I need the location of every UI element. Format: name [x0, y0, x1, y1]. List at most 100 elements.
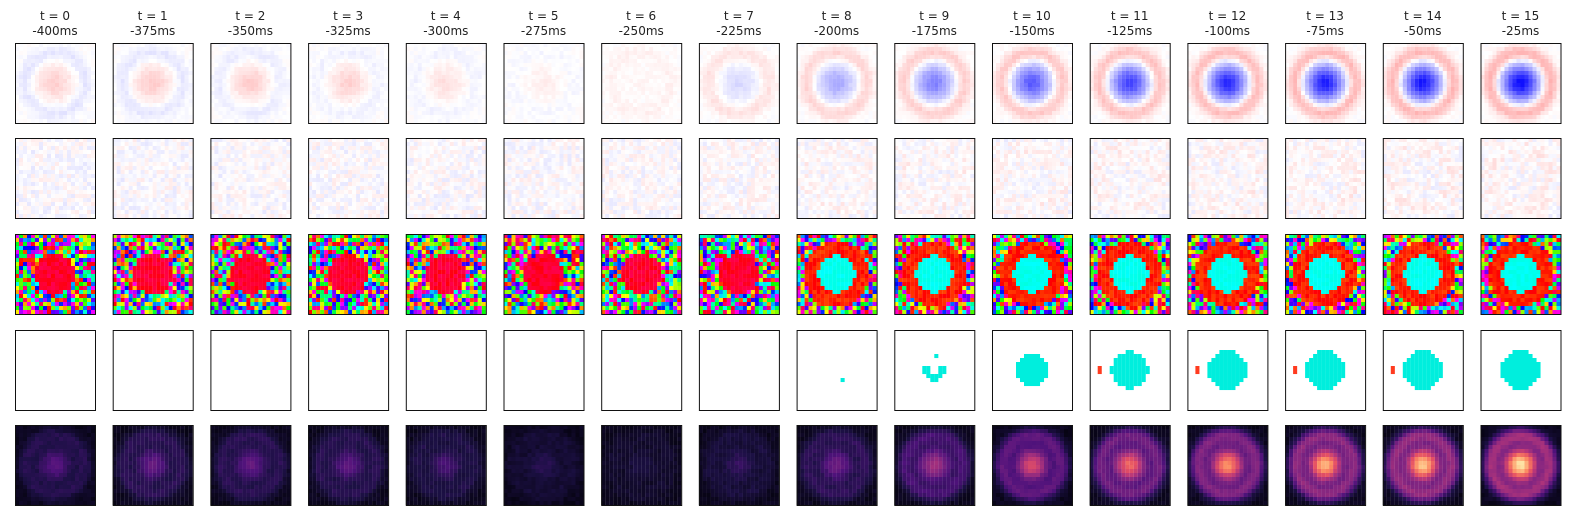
- heatmap-pixel: [137, 119, 141, 123]
- heatmap-pixel: [657, 91, 661, 95]
- heatmap-pixel: [801, 107, 805, 111]
- column-title-lag: -150ms: [1009, 24, 1054, 38]
- heatmap-pixel: [372, 59, 376, 63]
- heatmap-pixel: [226, 115, 230, 119]
- heatmap-pixel: [512, 99, 516, 103]
- heatmap-pixel: [372, 107, 376, 111]
- heatmap-pixel: [274, 51, 278, 55]
- heatmap-pixel: [821, 87, 825, 91]
- heatmap-pixel: [282, 55, 286, 59]
- heatmap-pixel: [739, 71, 743, 75]
- heatmap-pixel: [914, 99, 918, 103]
- heatmap-pixel: [609, 119, 613, 123]
- heatmap-pixel: [508, 103, 512, 107]
- heatmap-pixel: [169, 91, 173, 95]
- heatmap-pixel: [161, 67, 165, 71]
- heatmap-pixel: [242, 103, 246, 107]
- heatmap-pixel: [75, 115, 79, 119]
- heatmap-pixel: [747, 83, 751, 87]
- heatmap-pixel: [576, 111, 580, 115]
- heatmap-pixel: [75, 119, 79, 123]
- heatmap-pixel: [165, 63, 169, 67]
- heatmap-pixel: [861, 111, 865, 115]
- heatmap-pixel: [637, 103, 641, 107]
- heatmap-pixel: [633, 103, 637, 107]
- heatmap-pixel: [801, 103, 805, 107]
- heatmap-pixel: [454, 111, 458, 115]
- heatmap-pixel: [902, 87, 906, 91]
- heatmap-pixel: [653, 111, 657, 115]
- heatmap-pixel: [246, 51, 250, 55]
- heatmap-pixel: [47, 55, 51, 59]
- heatmap-pixel: [344, 115, 348, 119]
- heatmap-pixel: [137, 111, 141, 115]
- heatmap-pixel: [340, 55, 344, 59]
- heatmap-pixel: [942, 59, 946, 63]
- heatmap-pixel: [637, 83, 641, 87]
- heatmap-pixel: [605, 47, 609, 51]
- heatmap-pixel: [165, 75, 169, 79]
- heatmap-pixel: [576, 119, 580, 123]
- heatmap-pixel: [376, 67, 380, 71]
- heatmap-pixel: [508, 99, 512, 103]
- heatmap-pixel: [532, 83, 536, 87]
- heatmap-pixel: [153, 71, 157, 75]
- heatmap-pixel: [605, 107, 609, 111]
- heatmap-pixel: [938, 67, 942, 71]
- heatmap-pixel: [43, 111, 47, 115]
- heatmap-pixel: [458, 111, 462, 115]
- heatmap-pixel: [23, 51, 27, 55]
- heatmap-pixel: [157, 83, 161, 87]
- heatmap-pixel: [801, 115, 805, 119]
- heatmap-pixel: [59, 71, 63, 75]
- heatmap-pixel: [649, 103, 653, 107]
- heatmap-pixel: [438, 87, 442, 91]
- heatmap-pixel: [906, 67, 910, 71]
- heatmap-pixel: [576, 67, 580, 71]
- heatmap-pixel: [430, 55, 434, 59]
- heatmap-pixel: [707, 119, 711, 123]
- heatmap-pixel: [910, 59, 914, 63]
- heatmap-pixel: [954, 63, 958, 67]
- heatmap-pixel: [332, 107, 336, 111]
- heatmap-pixel: [869, 115, 873, 119]
- heatmap-pixel: [418, 111, 422, 115]
- heatmap-pixel: [71, 75, 75, 79]
- heatmap-pixel: [958, 55, 962, 59]
- heatmap-pixel: [226, 75, 230, 79]
- heatmap-pixel: [865, 87, 869, 91]
- heatmap-pixel: [719, 103, 723, 107]
- heatmap-pixel: [825, 107, 829, 111]
- heatmap-pixel: [258, 59, 262, 63]
- heatmap-pixel: [775, 91, 779, 95]
- heatmap-pixel: [771, 103, 775, 107]
- heatmap-pixel: [958, 67, 962, 71]
- heatmap-pixel: [805, 103, 809, 107]
- heatmap-pixel: [568, 71, 572, 75]
- heatmap-pixel: [759, 87, 763, 91]
- heatmap-pixel: [414, 75, 418, 79]
- heatmap-pixel: [39, 51, 43, 55]
- heatmap-pixel: [462, 115, 466, 119]
- heatmap-pixel: [853, 99, 857, 103]
- heatmap-pixel: [532, 91, 536, 95]
- heatmap-pixel: [873, 47, 877, 51]
- heatmap-pixel: [410, 51, 414, 55]
- heatmap-pixel: [169, 107, 173, 111]
- heatmap-pixel: [340, 107, 344, 111]
- heatmap-pixel: [19, 47, 23, 51]
- heatmap-pixel: [474, 79, 478, 83]
- heatmap-pixel: [31, 115, 35, 119]
- heatmap-pixel: [613, 75, 617, 79]
- heatmap-pixel: [278, 91, 282, 95]
- heatmap-pixel: [845, 83, 849, 87]
- heatmap-pixel: [282, 115, 286, 119]
- heatmap-pixel: [340, 95, 344, 99]
- heatmap-pixel: [286, 87, 290, 91]
- heatmap-pixel: [625, 115, 629, 119]
- heatmap-pixel: [189, 87, 193, 91]
- heatmap-pixel: [767, 79, 771, 83]
- heatmap-pixel: [189, 59, 193, 63]
- heatmap-pixel: [418, 99, 422, 103]
- heatmap-pixel: [31, 87, 35, 91]
